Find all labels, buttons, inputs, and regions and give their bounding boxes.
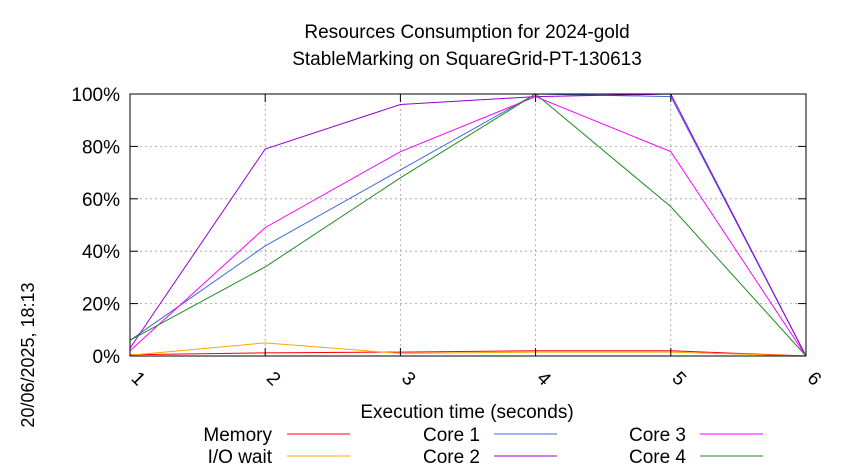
- x-tick-label: 5: [668, 368, 690, 390]
- x-tick-label: 4: [532, 368, 555, 391]
- chart-title: Resources Consumption for 2024-gold: [304, 22, 629, 43]
- x-tick-label: 1: [127, 368, 149, 390]
- grid: [130, 94, 806, 356]
- series-line-i-o-wait: [129, 342, 807, 357]
- x-tick-label: 3: [397, 368, 419, 390]
- x-tick-label: 6: [803, 368, 825, 390]
- y-axis-ticks: 0% 20% 40% 60% 80% 100%: [71, 85, 806, 368]
- y-tick-label: 80%: [82, 137, 120, 158]
- series-line-core-3: [129, 96, 807, 357]
- timestamp-label: 20/06/2025, 18:13: [18, 282, 38, 427]
- legend-label: Core 2: [423, 447, 480, 468]
- y-tick-label: 60%: [82, 190, 120, 211]
- legend-label: Core 3: [629, 425, 686, 446]
- series-line-memory: [129, 350, 807, 357]
- series-line-core-1: [129, 93, 807, 357]
- y-tick-label: 0%: [93, 347, 121, 368]
- plot-frame: [129, 93, 807, 357]
- series-lines: [129, 93, 807, 357]
- y-tick-label: 100%: [71, 85, 120, 106]
- chart-subtitle: StableMarking on SquareGrid-PT-130613: [292, 49, 642, 70]
- legend-label: I/O wait: [208, 447, 273, 468]
- y-tick-label: 40%: [82, 242, 120, 263]
- series-line-core-4: [129, 93, 807, 357]
- legend-label: Core 1: [423, 425, 480, 446]
- legend-label: Memory: [203, 425, 272, 446]
- x-axis-label: Execution time (seconds): [360, 402, 573, 423]
- x-tick-label: 2: [262, 368, 284, 390]
- legend-label: Core 4: [629, 447, 686, 468]
- series-line-core-2: [129, 93, 807, 357]
- y-tick-label: 20%: [82, 295, 120, 316]
